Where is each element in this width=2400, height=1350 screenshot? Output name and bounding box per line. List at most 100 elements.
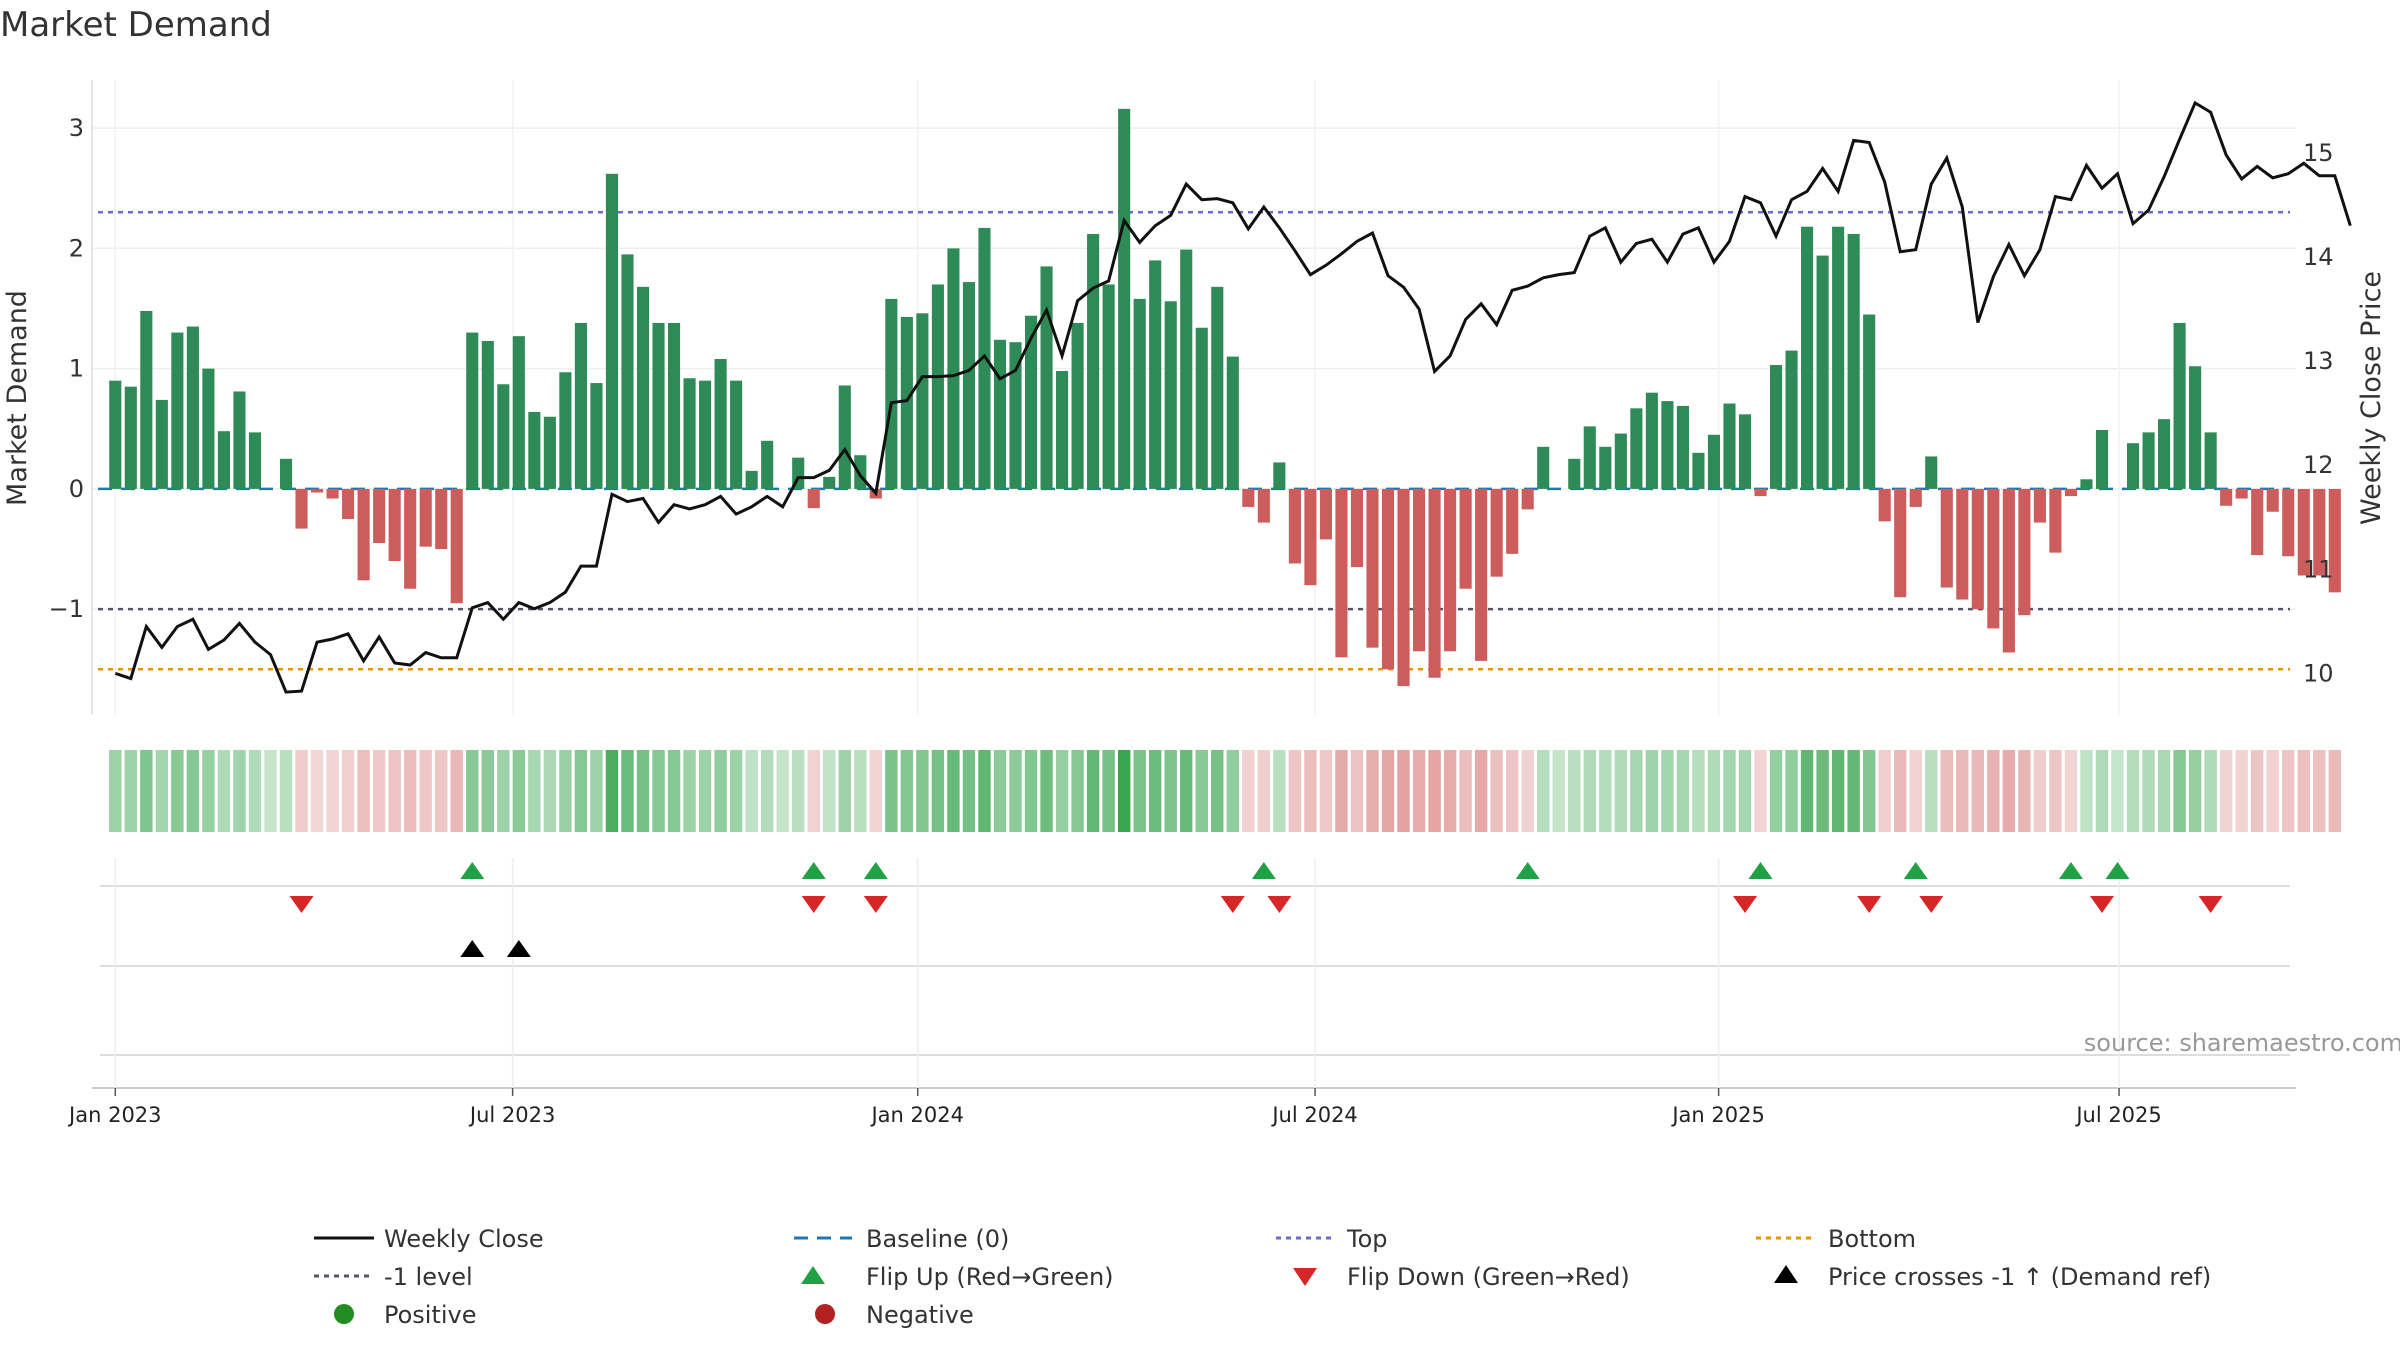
positive-demand-bar	[155, 399, 168, 489]
right-tick-label: 11	[2303, 555, 2334, 583]
heat-cell	[962, 750, 976, 832]
right-tick-label: 10	[2303, 659, 2334, 687]
reference-lines	[98, 211, 2290, 671]
positive-demand-bar	[2158, 419, 2171, 489]
negative-demand-bar	[326, 488, 339, 499]
heat-cell	[2080, 750, 2093, 832]
negative-demand-bar	[1366, 488, 1379, 648]
heat-cell	[1847, 750, 1860, 832]
negative-demand-bar	[435, 488, 448, 550]
heat-cell	[714, 750, 727, 832]
heat-cell	[155, 750, 169, 832]
heat-cell	[1257, 750, 1271, 832]
heat-cell	[1552, 750, 1565, 832]
left-tick-label: 2	[69, 234, 84, 262]
legend-baseline-label: Baseline (0)	[866, 1225, 1009, 1253]
heat-cell	[419, 750, 432, 832]
heat-cell	[652, 750, 665, 832]
positive-demand-bar	[823, 476, 836, 489]
positive-demand-bar	[962, 282, 975, 489]
heat-cell	[900, 750, 914, 832]
negative-demand-bar	[1909, 488, 1922, 507]
heat-cell	[916, 750, 929, 832]
positive-demand-bar	[916, 313, 929, 489]
flip-down-marker	[1220, 896, 1245, 913]
positive-demand-bar	[2189, 366, 2202, 489]
heat-cell	[2157, 750, 2171, 832]
heat-cell	[745, 750, 758, 832]
flip-down-marker	[1857, 896, 1882, 913]
flip-up-marker	[801, 862, 826, 879]
heat-cell	[2328, 750, 2342, 832]
heat-cell	[450, 750, 463, 832]
heat-cell	[1195, 750, 1208, 832]
heat-cell	[2250, 750, 2264, 832]
heat-cell	[1707, 750, 1721, 832]
legend-flip-down-swatch	[1293, 1268, 1317, 1286]
negative-demand-bar	[1381, 488, 1395, 670]
heat-cell	[1304, 750, 1317, 832]
negative-demand-bar	[419, 488, 432, 547]
heat-cell	[978, 750, 991, 832]
heat-cell	[1117, 750, 1131, 832]
heat-cell	[885, 750, 898, 832]
positive-demand-bar	[1738, 414, 1752, 489]
flip-up-marker	[1251, 862, 1276, 879]
heat-cell	[1987, 750, 2000, 832]
heat-cell	[326, 750, 339, 832]
right-tick-label: 15	[2303, 139, 2334, 167]
heat-cell	[667, 750, 681, 832]
heat-cell	[497, 750, 510, 832]
heat-cell	[1242, 750, 1255, 832]
heat-cell	[435, 750, 448, 832]
heat-cell	[1164, 750, 1177, 832]
heat-cell	[1055, 750, 1069, 832]
heat-cell	[295, 750, 308, 832]
positive-demand-bar	[838, 385, 851, 489]
legend-positive-label: Positive	[384, 1301, 477, 1329]
negative-demand-bar	[1428, 488, 1441, 678]
left-tick-label: −1	[49, 595, 84, 623]
heat-cell	[357, 750, 370, 832]
heat-cell	[2126, 750, 2140, 832]
legend-minus1-label: -1 level	[384, 1263, 473, 1291]
negative-demand-bar	[2235, 488, 2248, 499]
legend-negative-label: Negative	[866, 1301, 974, 1329]
negative-demand-bar	[2297, 488, 2310, 576]
positive-demand-bar	[574, 322, 587, 489]
positive-demand-bar	[481, 340, 494, 489]
x-tick-label: Jul 2024	[1270, 1103, 1357, 1127]
heat-cell	[807, 750, 820, 832]
positive-demand-bar	[590, 383, 603, 489]
negative-demand-bar	[807, 488, 820, 509]
flip-up-marker	[2105, 862, 2130, 879]
positive-demand-bar	[497, 384, 510, 489]
negative-demand-bar	[1987, 488, 2000, 629]
positive-demand-bar	[636, 286, 650, 489]
heat-cell	[403, 750, 417, 832]
flip-up-marker	[1748, 862, 1773, 879]
weekly-close-line	[114, 100, 2352, 694]
negative-demand-bar	[1506, 488, 1519, 554]
price-cross-marker	[460, 940, 485, 957]
negative-demand-bar	[2282, 488, 2295, 557]
x-tick-label: Jul 2023	[468, 1103, 555, 1127]
heat-cell	[1226, 750, 1240, 832]
signal-vertical-gridlines	[114, 858, 2120, 1088]
heat-cell	[1071, 750, 1084, 832]
positive-demand-bar	[652, 322, 665, 489]
heat-cell	[217, 750, 231, 832]
positive-demand-bar	[2126, 443, 2140, 489]
heat-cell	[2235, 750, 2248, 832]
positive-demand-bar	[202, 368, 215, 489]
heat-cell	[1645, 750, 1659, 832]
heat-cell	[2064, 750, 2078, 832]
positive-demand-bar	[683, 378, 696, 489]
heat-cell	[1537, 750, 1550, 832]
heat-cell	[264, 750, 277, 832]
negative-demand-bar	[1350, 488, 1364, 568]
heat-cell	[124, 750, 138, 832]
positive-demand-bar	[1118, 108, 1131, 489]
